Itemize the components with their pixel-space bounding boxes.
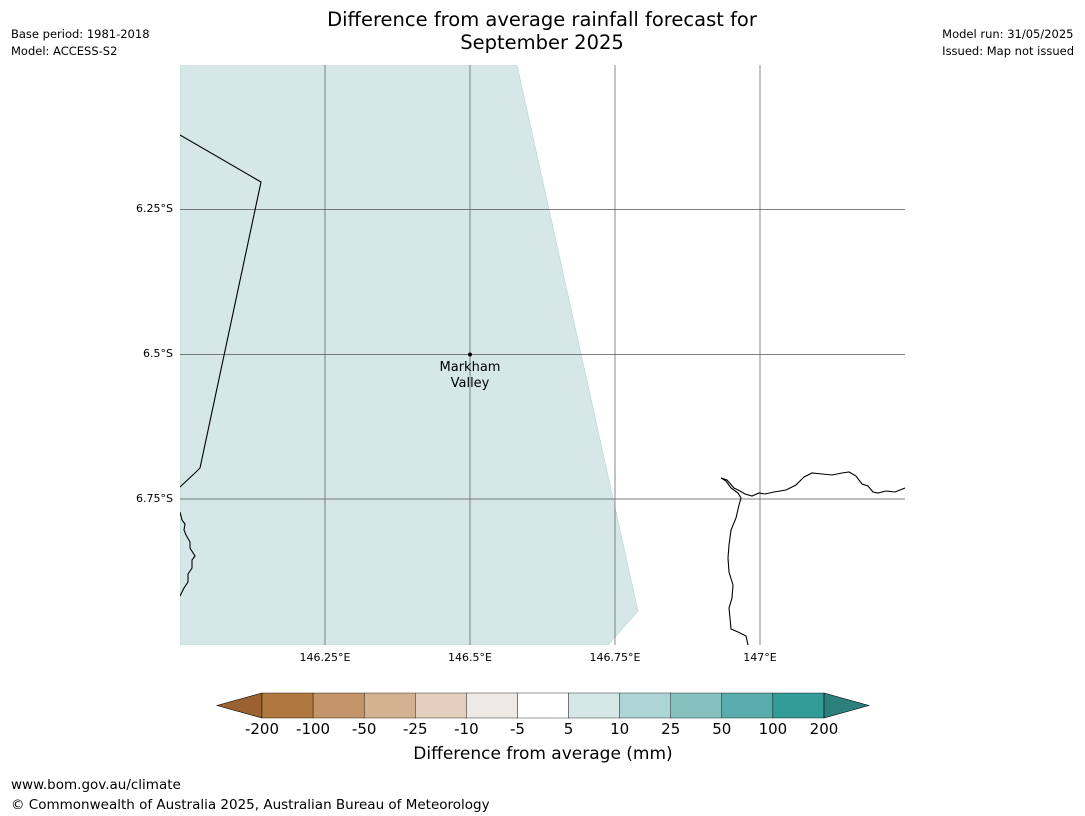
lat-tick-label: 6.75°S: [136, 492, 173, 505]
colorbar-segment: [466, 692, 518, 719]
colorbar-tick-label: -50: [351, 720, 377, 738]
colorbar-tick-label: 100: [758, 720, 788, 738]
forecast-fill-region: [180, 65, 639, 645]
colorbar-segment: [261, 692, 314, 719]
issued-text: Issued: Map not issued: [942, 44, 1074, 58]
colorbar-tick-label: -100: [296, 720, 331, 738]
model-text: Model: ACCESS-S2: [11, 44, 118, 58]
colorbar-segment: [619, 692, 671, 719]
lon-tick-label: 146.25°E: [299, 651, 351, 664]
place-name-line-2: Valley: [450, 376, 490, 391]
footer-copyright: © Commonwealth of Australia 2025, Austra…: [11, 797, 490, 813]
meta-left: Base period: 1981-2018 Model: ACCESS-S2: [11, 26, 150, 60]
boundary-line-west: [180, 134, 262, 488]
colorbar-tick-label: -25: [403, 720, 428, 738]
colorbar-tick-label: 5: [563, 720, 574, 738]
lon-tick-label: 146.5°E: [448, 651, 492, 664]
colorbar-segment: [312, 692, 365, 719]
lat-tick-label: 6.25°S: [136, 202, 173, 215]
meta-right: Model run: 31/05/2025 Issued: Map not is…: [942, 26, 1074, 60]
colorbar-title: Difference from average (mm): [413, 744, 673, 764]
colorbar-segment: [772, 692, 825, 719]
colorbar-tick-label: 200: [809, 720, 839, 738]
lon-tick-label: 147°E: [743, 651, 777, 664]
footer: www.bom.gov.au/climate © Commonwealth of…: [11, 775, 490, 815]
colorbar-tick-label: -5: [509, 720, 525, 738]
colorbar-segment: [517, 692, 569, 719]
title-line-1: Difference from average rainfall forecas…: [327, 8, 757, 31]
colorbar-tick-label: 25: [661, 720, 681, 738]
coastline-east: [720, 471, 905, 645]
model-run-text: Model run: 31/05/2025: [942, 27, 1074, 41]
colorbar-tick-label: -10: [454, 720, 479, 738]
colorbar-extend-high: [823, 692, 871, 719]
colorbar-tick-label: 50: [712, 720, 732, 738]
footer-url-link[interactable]: www.bom.gov.au/climate: [11, 777, 181, 793]
base-period-text: Base period: 1981-2018: [11, 27, 150, 41]
colorbar-segment: [363, 692, 416, 719]
lon-tick-label: 146.75°E: [589, 651, 641, 664]
colorbar-tick-label: 10: [610, 720, 630, 738]
colorbar-segment: [568, 692, 620, 719]
colorbar-segment: [721, 692, 774, 719]
colorbar-extend-low: [215, 692, 263, 719]
colorbar-segment: [415, 692, 467, 719]
colorbar-segment: [670, 692, 723, 719]
page-title: Difference from average rainfall forecas…: [242, 8, 842, 54]
title-line-2: September 2025: [460, 31, 624, 54]
lat-tick-label: 6.5°S: [143, 347, 173, 360]
colorbar-tick-label: -200: [244, 720, 280, 738]
coastline-southwest: [180, 511, 196, 597]
place-name-line-1: Markham: [439, 360, 501, 375]
place-marker[interactable]: [468, 352, 472, 357]
place-label-markham-valley: Markham Valley: [420, 360, 520, 392]
